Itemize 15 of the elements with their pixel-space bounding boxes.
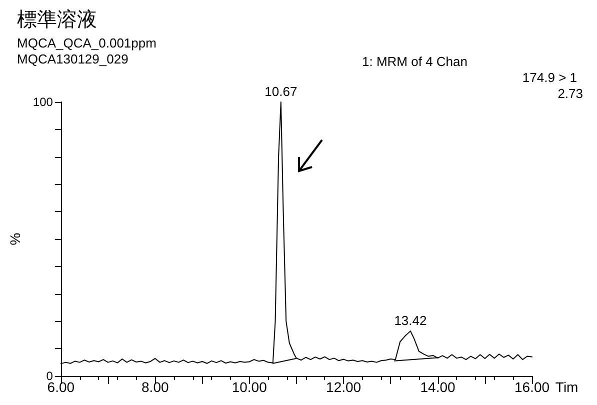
chart-subtitle: MQCA_QCA_0.001ppm MQCA130129_029 bbox=[17, 36, 156, 66]
y-tick-label: 100 bbox=[32, 95, 54, 109]
annotation: 13.42 bbox=[394, 313, 427, 328]
chart-title: 標準溶液 bbox=[17, 7, 97, 31]
text: 2.73 bbox=[558, 86, 584, 101]
x-tick-label: 8.00 bbox=[142, 379, 169, 395]
x-tick-label: 10.00 bbox=[232, 379, 268, 395]
text: 174.9 > 1 bbox=[522, 70, 577, 85]
text: 1: MRM of 4 Chan bbox=[362, 54, 468, 69]
x-axis-title: Tim bbox=[555, 379, 578, 395]
x-tick-label: 16.00 bbox=[514, 379, 550, 395]
annotation: 10.67 bbox=[264, 84, 298, 99]
x-tick-label: 14.00 bbox=[420, 379, 456, 395]
x-tick-label: 12.00 bbox=[326, 379, 362, 395]
y-axis-title: % bbox=[7, 232, 23, 246]
